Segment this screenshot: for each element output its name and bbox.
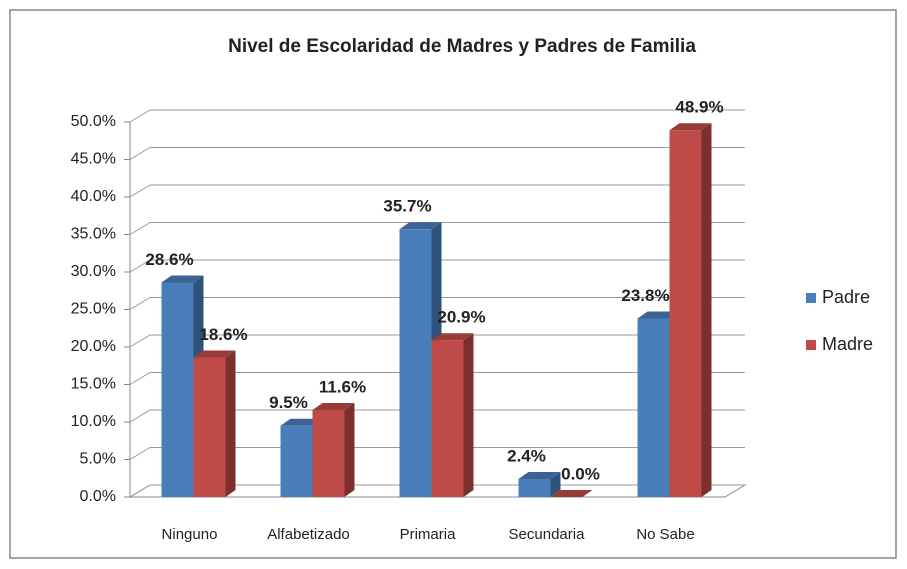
bar: [161, 282, 194, 497]
value-label: 9.5%: [269, 393, 308, 412]
value-label: 18.6%: [199, 325, 247, 344]
bar: [399, 229, 432, 497]
x-tick-label: Secundaria: [509, 526, 586, 543]
bar: [280, 425, 313, 497]
value-label: 20.9%: [437, 308, 485, 327]
grid-line: [129, 447, 745, 460]
bar: [193, 357, 226, 497]
value-label: 11.6%: [319, 377, 366, 396]
value-label: 0.0%: [561, 464, 600, 483]
bar-top: [399, 222, 442, 230]
grid-line: [129, 409, 745, 423]
bar: [669, 130, 702, 497]
bar-top: [669, 123, 712, 131]
bar-side: [701, 123, 712, 497]
value-label: 23.8%: [621, 286, 669, 305]
grid-line: [129, 184, 745, 198]
bar-top: [161, 275, 204, 283]
value-label: 2.4%: [507, 446, 546, 465]
grid-line: [129, 259, 745, 273]
y-tick-label: 15.0%: [71, 376, 116, 393]
chart-title: Nivel de Escolaridad de Madres y Padres …: [228, 36, 696, 57]
bar-top: [312, 403, 355, 410]
legend-swatch: [806, 293, 816, 303]
grid-line: [129, 109, 745, 123]
x-tick-label: Ninguno: [162, 526, 218, 543]
bar: [637, 318, 670, 497]
legend-label: Padre: [822, 287, 870, 307]
value-label: 28.6%: [145, 250, 193, 269]
bar-top: [431, 333, 474, 341]
grid-line: [129, 297, 745, 310]
bar-side: [225, 350, 236, 497]
y-tick-label: 50.0%: [71, 113, 116, 130]
y-tick-label: 0.0%: [80, 488, 116, 505]
grid-line: [129, 147, 745, 160]
y-tick-label: 20.0%: [71, 338, 116, 355]
bar: [518, 479, 551, 497]
y-tick-label: 25.0%: [71, 301, 116, 318]
bar-side: [550, 472, 561, 497]
y-tick-label: 5.0%: [80, 451, 116, 468]
y-tick-label: 10.0%: [71, 413, 116, 430]
bar: [431, 340, 464, 497]
bar-top: [637, 311, 680, 319]
bar-top: [193, 350, 236, 358]
bar-side: [463, 333, 474, 497]
value-label: 48.9%: [675, 98, 723, 117]
y-tick-label: 35.0%: [71, 226, 116, 243]
x-tick-label: Primaria: [400, 526, 456, 543]
y-tick-label: 30.0%: [71, 263, 116, 280]
x-tick-label: Alfabetizado: [267, 526, 350, 543]
value-label: 35.7%: [383, 197, 431, 216]
y-tick-label: 40.0%: [71, 188, 116, 205]
y-tick-label: 45.0%: [71, 151, 116, 168]
legend-swatch: [806, 340, 816, 350]
x-tick-label: No Sabe: [636, 526, 694, 543]
grid-line: [129, 222, 745, 235]
bar-top: [280, 418, 323, 426]
bar: [312, 410, 345, 497]
legend-label: Madre: [822, 334, 873, 354]
bar-top: [518, 472, 561, 479]
bar-top: [550, 490, 593, 497]
bar-side: [344, 403, 355, 497]
grid-line: [129, 372, 745, 385]
grid-line: [129, 334, 745, 348]
